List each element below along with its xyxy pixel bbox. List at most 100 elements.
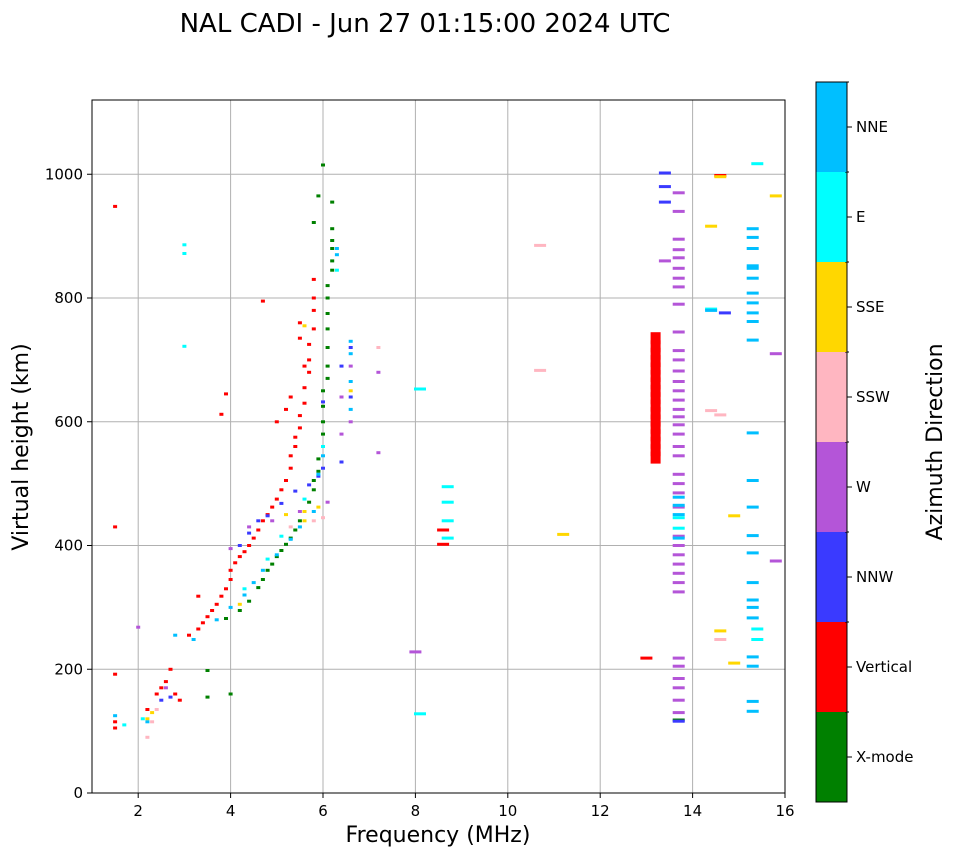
data-point-x-mode bbox=[325, 284, 330, 288]
data-point-x-mode bbox=[284, 542, 288, 546]
data-point-vertical bbox=[307, 358, 312, 362]
colorbar-segment bbox=[816, 532, 847, 622]
data-point-vertical bbox=[297, 336, 302, 340]
data-point-w bbox=[672, 590, 685, 594]
data-point-vertical bbox=[260, 519, 265, 523]
data-point-x-mode bbox=[256, 586, 261, 590]
data-point-e bbox=[672, 526, 685, 530]
data-point-vertical bbox=[113, 672, 118, 676]
data-point-w bbox=[672, 248, 685, 252]
data-point-x-mode bbox=[325, 376, 330, 380]
data-point-sse bbox=[145, 717, 150, 721]
data-point-sse bbox=[714, 175, 727, 179]
data-point-e bbox=[751, 627, 764, 631]
data-point-w bbox=[672, 664, 685, 668]
data-point-w bbox=[270, 519, 275, 523]
data-point-nne bbox=[746, 505, 759, 509]
data-point-nne bbox=[746, 699, 759, 703]
data-point-w bbox=[672, 562, 685, 566]
data-point-nnw bbox=[279, 501, 284, 505]
x-tick-label: 14 bbox=[683, 802, 702, 820]
data-point-nne bbox=[746, 235, 759, 239]
data-point-vertical bbox=[200, 621, 205, 625]
data-point-nnw bbox=[256, 519, 261, 523]
data-point-nnw bbox=[316, 474, 321, 478]
data-point-nne bbox=[334, 247, 339, 250]
data-point-x-mode bbox=[265, 568, 270, 572]
data-point-nnw bbox=[339, 460, 344, 464]
data-point-vertical bbox=[640, 656, 653, 660]
data-point-sse bbox=[302, 510, 307, 513]
data-point-nne bbox=[288, 537, 293, 541]
data-point-sse bbox=[728, 661, 741, 665]
data-point-sse bbox=[302, 519, 307, 523]
data-point-vertical bbox=[256, 528, 261, 532]
data-point-nne bbox=[242, 593, 247, 597]
data-point-x-mode bbox=[307, 500, 312, 504]
x-tick-label: 8 bbox=[411, 802, 421, 820]
data-point-vertical bbox=[274, 420, 279, 424]
data-point-w bbox=[672, 656, 685, 660]
data-point-vertical bbox=[437, 542, 450, 546]
data-point-vertical bbox=[228, 578, 233, 581]
data-point-x-mode bbox=[311, 488, 316, 492]
data-point-vertical bbox=[113, 204, 118, 208]
data-point-vertical-block bbox=[650, 392, 661, 405]
data-point-vertical bbox=[177, 698, 182, 702]
data-point-e bbox=[182, 344, 187, 348]
data-point-e bbox=[751, 638, 764, 641]
data-point-nne bbox=[251, 581, 256, 585]
data-point-vertical bbox=[196, 627, 201, 631]
data-point-nne bbox=[746, 311, 759, 315]
y-tick-label: 200 bbox=[54, 660, 83, 678]
data-point-vertical bbox=[293, 445, 298, 448]
data-point-ssw bbox=[311, 519, 316, 523]
data-point-w bbox=[672, 505, 685, 509]
data-point-vertical bbox=[297, 414, 302, 418]
data-point-nne bbox=[746, 664, 759, 668]
data-point-vertical bbox=[163, 680, 168, 684]
data-point-nnw bbox=[293, 489, 298, 493]
data-point-vertical bbox=[224, 587, 228, 591]
data-point-vertical-block bbox=[650, 421, 661, 434]
data-point-nnw bbox=[339, 364, 344, 368]
data-point-vertical bbox=[233, 561, 238, 565]
data-point-ssw bbox=[150, 720, 155, 724]
data-point-nnw bbox=[247, 531, 252, 535]
colorbar-tick-label: NNE bbox=[856, 118, 888, 136]
data-point-nne bbox=[746, 605, 759, 609]
data-point-w bbox=[658, 259, 671, 263]
data-point-nne bbox=[746, 266, 759, 270]
data-point-x-mode bbox=[237, 609, 242, 612]
data-point-sse bbox=[557, 532, 570, 536]
data-point-w bbox=[672, 369, 685, 373]
data-point-vertical bbox=[173, 692, 178, 696]
x-axis-ticks: 2 4 6 8 10 12 14 16 bbox=[133, 793, 795, 820]
colorbar-tick-label: W bbox=[856, 478, 871, 496]
data-point-w bbox=[672, 544, 685, 547]
data-point-w bbox=[672, 571, 685, 575]
data-point-nnw bbox=[672, 719, 685, 723]
data-point-sse bbox=[714, 629, 727, 633]
x-tick-label: 6 bbox=[318, 802, 328, 820]
data-point-nnw bbox=[321, 400, 325, 404]
data-point-w bbox=[297, 510, 302, 513]
data-point-vertical bbox=[284, 407, 288, 411]
azimuth-colorbar: X-mode Vertical NNW W SSW SSE E NNE bbox=[815, 81, 913, 803]
data-point-vertical-block bbox=[650, 340, 661, 353]
data-point-nne bbox=[746, 479, 759, 482]
colorbar-tick-label: Vertical bbox=[856, 658, 912, 676]
data-point-nne bbox=[113, 714, 118, 718]
data-point-w bbox=[672, 432, 685, 436]
data-point-vertical bbox=[113, 726, 118, 730]
data-point-w bbox=[672, 407, 685, 411]
colorbar-tick-label: NNW bbox=[856, 568, 893, 586]
data-point-vertical bbox=[288, 454, 293, 458]
data-point-nne bbox=[746, 301, 759, 305]
data-point-nne bbox=[173, 633, 178, 637]
data-point-x-mode bbox=[325, 346, 330, 349]
data-point-e bbox=[140, 717, 145, 721]
data-point-w bbox=[672, 349, 685, 353]
data-point-nne bbox=[746, 598, 759, 602]
data-point-w bbox=[672, 358, 685, 362]
